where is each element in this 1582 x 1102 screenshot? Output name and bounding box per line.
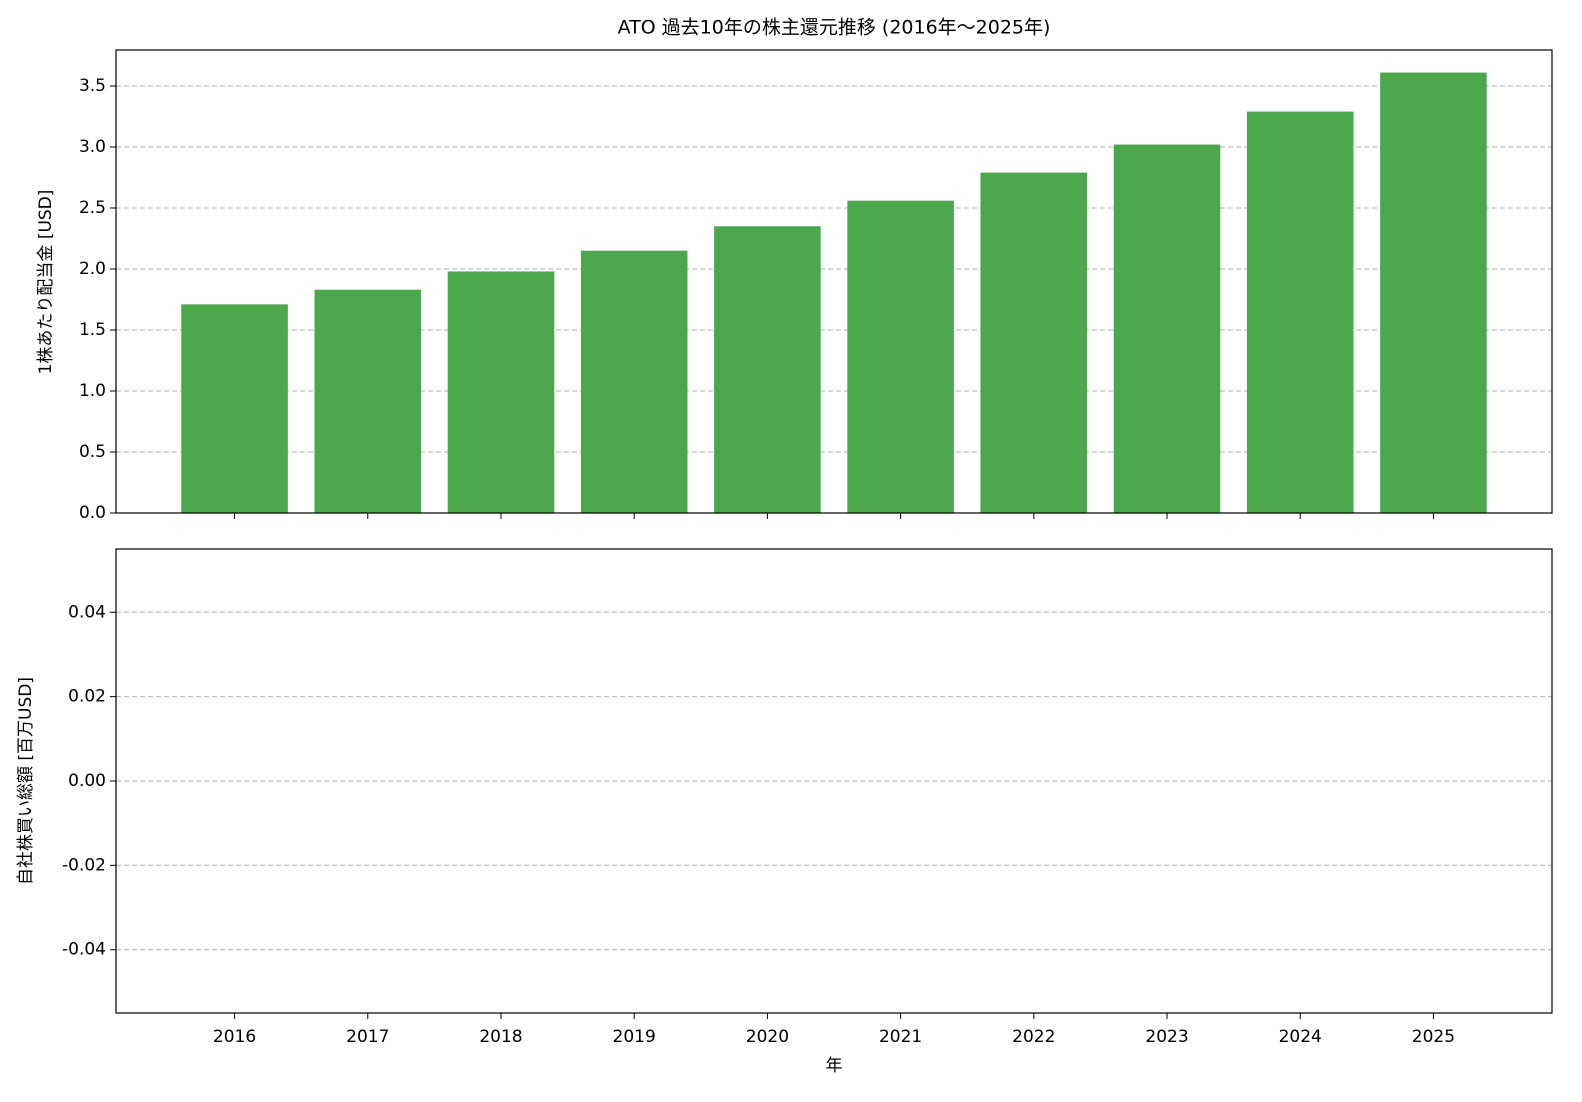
y-tick-label: 1.0 <box>79 381 106 401</box>
y-axis-label: 自社株買い総額 [百万USD] <box>16 677 36 885</box>
bar <box>1246 111 1354 513</box>
bar <box>847 200 954 513</box>
x-axis-label: 年 <box>826 1056 843 1076</box>
y-axis-label: 1株あたり配当金 [USD] <box>36 190 56 375</box>
bar <box>980 172 1088 513</box>
bar <box>1380 72 1487 513</box>
y-tick-label: 0.0 <box>79 503 106 523</box>
axes-frame <box>115 49 1553 514</box>
x-tick-label: 2016 <box>213 1027 256 1047</box>
x-tick-label: 2021 <box>879 1027 922 1047</box>
y-tick-label: 3.0 <box>79 137 106 157</box>
chart-title: ATO 過去10年の株主還元推移 (2016年〜2025年) <box>618 17 1051 39</box>
y-tick-label: 0.5 <box>79 442 106 462</box>
bar <box>181 304 288 513</box>
x-tick-label: 2020 <box>746 1027 789 1047</box>
axes-frame <box>115 548 1553 1014</box>
y-tick-label: 0.02 <box>68 687 106 707</box>
y-tick-label: 3.5 <box>79 76 106 96</box>
bar <box>314 289 422 513</box>
x-tick-label: 2019 <box>613 1027 656 1047</box>
x-tick-label: 2022 <box>1012 1027 1055 1047</box>
bar <box>1113 144 1221 513</box>
bar <box>580 250 688 513</box>
y-tick-label: -0.02 <box>62 855 106 875</box>
bar <box>714 226 821 513</box>
x-tick-label: 2017 <box>346 1027 389 1047</box>
y-tick-label: 0.04 <box>68 602 106 622</box>
x-tick-label: 2024 <box>1279 1027 1322 1047</box>
y-tick-label: 0.00 <box>68 771 106 791</box>
y-tick-label: 2.0 <box>79 259 106 279</box>
x-tick-label: 2023 <box>1145 1027 1188 1047</box>
y-tick-label: 1.5 <box>79 320 106 340</box>
y-tick-label: 2.5 <box>79 198 106 218</box>
bar <box>447 271 555 513</box>
y-tick-label: -0.04 <box>62 940 106 960</box>
x-tick-label: 2018 <box>479 1027 522 1047</box>
x-tick-label: 2025 <box>1412 1027 1455 1047</box>
